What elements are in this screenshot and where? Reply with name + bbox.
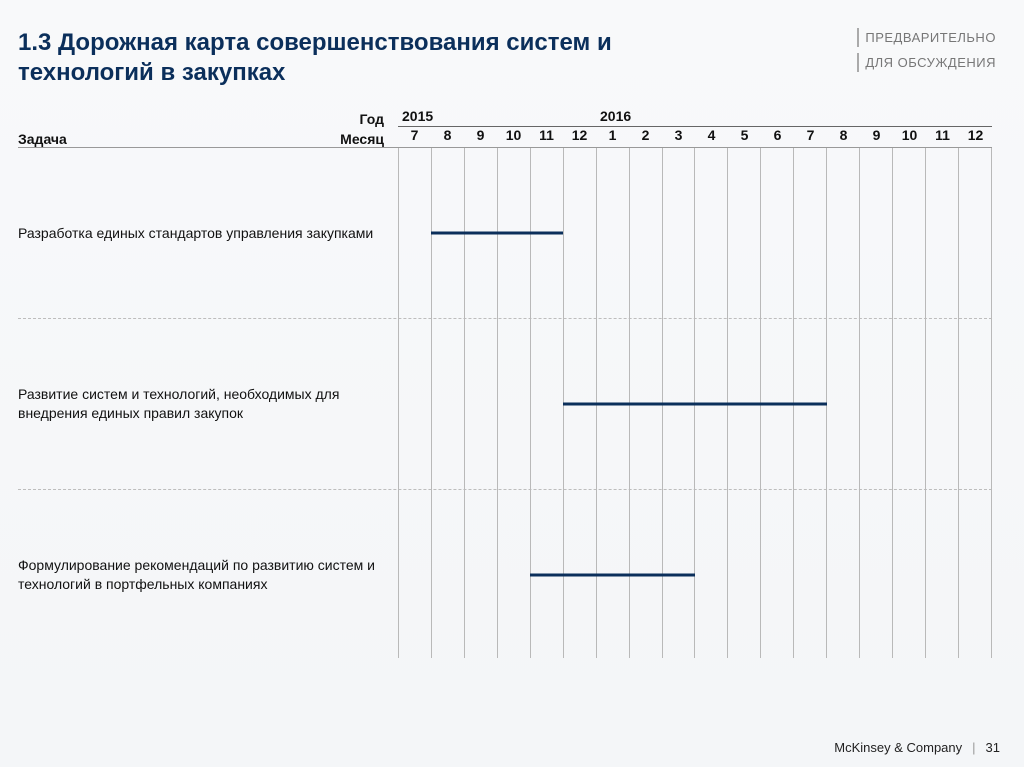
gantt-chart: Год20152016ЗадачаМесяц789101112123456789… — [18, 108, 1002, 660]
task-row: Формулирование рекомендаций по развитию … — [18, 490, 992, 660]
task-bar-area — [398, 148, 992, 318]
month-label: 4 — [695, 127, 728, 147]
year-row: Год20152016 — [18, 108, 1002, 127]
month-label: 12 — [563, 127, 596, 147]
task-bar-area — [398, 319, 992, 489]
month-row: ЗадачаМесяц789101112123456789101112 — [18, 127, 1002, 147]
task-label: Разработка единых стандартов управления … — [18, 224, 398, 243]
month-label: 11 — [530, 127, 563, 147]
month-label: 6 — [761, 127, 794, 147]
month-label: 10 — [497, 127, 530, 147]
header: 1.3 Дорожная карта совершенствования сис… — [18, 28, 1002, 88]
badge-preliminary: ПРЕДВАРИТЕЛЬНО — [857, 28, 1002, 47]
rows-container: Разработка единых стандартов управления … — [18, 148, 992, 660]
footer-page-number: 31 — [986, 740, 1000, 755]
month-label: 7 — [794, 127, 827, 147]
slide: 1.3 Дорожная карта совершенствования сис… — [0, 0, 1024, 767]
month-label: 1 — [596, 127, 629, 147]
month-label: 7 — [398, 127, 431, 147]
task-bar-area — [398, 490, 992, 660]
axis-month-label: Месяц — [340, 131, 384, 147]
month-label: 12 — [959, 127, 992, 147]
task-row: Развитие систем и технологий, необходимы… — [18, 319, 992, 489]
footer-company: McKinsey & Company — [834, 740, 962, 755]
task-label: Формулирование рекомендаций по развитию … — [18, 556, 398, 594]
badge-discussion: ДЛЯ ОБСУЖДЕНИЯ — [857, 53, 1002, 72]
gantt-bar — [563, 403, 827, 406]
year-label: 2015 — [398, 108, 596, 127]
axis-task-label: Задача — [18, 131, 67, 147]
axis-month-task-labels: Задача Месяц — [18, 131, 398, 147]
axis-year-label: Год — [18, 111, 398, 127]
month-label: 3 — [662, 127, 695, 147]
gantt-bar — [431, 232, 563, 235]
month-label: 5 — [728, 127, 761, 147]
year-label: 2016 — [596, 108, 992, 127]
month-label: 11 — [926, 127, 959, 147]
month-label: 2 — [629, 127, 662, 147]
month-label: 8 — [431, 127, 464, 147]
status-badges: ПРЕДВАРИТЕЛЬНО ДЛЯ ОБСУЖДЕНИЯ — [857, 28, 1002, 72]
page-title: 1.3 Дорожная карта совершенствования сис… — [18, 28, 668, 88]
month-label: 8 — [827, 127, 860, 147]
gantt-bar — [530, 574, 695, 577]
month-label: 9 — [860, 127, 893, 147]
month-label: 9 — [464, 127, 497, 147]
footer-divider: | — [972, 740, 975, 755]
footer: McKinsey & Company | 31 — [834, 740, 1000, 755]
task-label: Развитие систем и технологий, необходимы… — [18, 385, 398, 423]
month-label: 10 — [893, 127, 926, 147]
task-row: Разработка единых стандартов управления … — [18, 148, 992, 318]
